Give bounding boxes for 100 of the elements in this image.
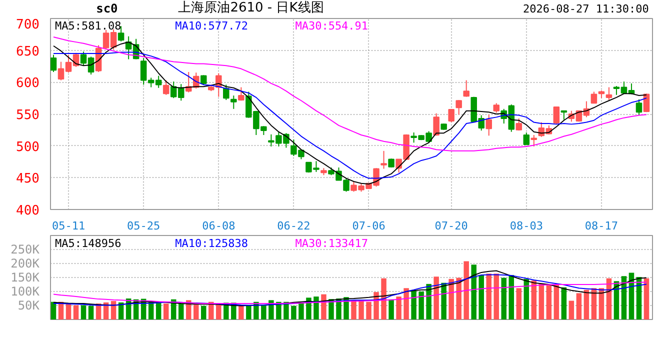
- bar: [216, 304, 222, 320]
- bar: [524, 278, 530, 320]
- y-tick-label: 100K: [10, 284, 40, 298]
- text: 2026-08-27 11:30:00: [523, 2, 649, 16]
- bar: [516, 288, 522, 320]
- candlestick: [530, 134, 538, 147]
- y-tick-label: 50K: [18, 298, 40, 312]
- bar: [418, 292, 424, 320]
- bar: [621, 276, 627, 320]
- bar: [291, 306, 296, 320]
- text: MA10:125838: [175, 237, 248, 250]
- bar: [486, 274, 492, 320]
- line-series: [53, 282, 647, 304]
- x-tick-label: 05-11: [52, 220, 86, 232]
- x-tick-label: 06-22: [277, 220, 310, 232]
- x-tick-label: 08-17: [584, 220, 618, 232]
- bar: [568, 300, 574, 320]
- bar: [494, 274, 499, 320]
- bar: [298, 302, 304, 320]
- bar: [434, 276, 439, 320]
- candlestick: [523, 132, 530, 146]
- bar: [554, 284, 560, 320]
- bar: [644, 278, 650, 320]
- bar: [73, 305, 79, 320]
- y-tick-label: 450: [16, 172, 40, 187]
- bar: [501, 278, 507, 320]
- bar: [201, 306, 206, 320]
- bar: [471, 264, 476, 320]
- y-tick-label: 200K: [10, 256, 40, 270]
- candlestick: [223, 84, 230, 100]
- bar: [163, 304, 169, 320]
- candlestick: [380, 150, 387, 170]
- candlestick: [238, 86, 244, 102]
- bar: [426, 284, 432, 320]
- bar: [561, 287, 567, 320]
- bar: [66, 304, 72, 320]
- y-tick-label: 250K: [10, 242, 40, 256]
- bar: [456, 278, 462, 320]
- bar: [448, 278, 454, 320]
- bar: [88, 306, 94, 320]
- x-tick-label: 06-08: [202, 220, 236, 232]
- candlestick: [590, 91, 598, 104]
- bar: [321, 294, 326, 320]
- bar: [381, 278, 386, 320]
- x-tick-label: 08-03: [510, 220, 543, 232]
- y-tick-label: 500: [16, 140, 40, 155]
- bar: [238, 305, 244, 320]
- bar: [110, 301, 116, 320]
- bar: [538, 284, 544, 320]
- bar: [396, 296, 402, 320]
- y-tick-label: 600: [16, 76, 40, 92]
- candlestick: [456, 99, 462, 116]
- candlestick: [493, 102, 500, 114]
- bar: [284, 302, 289, 320]
- bar: [178, 304, 184, 320]
- chart-title: 上海原油2610 - 日K线图: [178, 0, 324, 16]
- text: MA30:133417: [295, 237, 368, 250]
- bar: [276, 302, 282, 320]
- candlestick: [553, 106, 560, 125]
- bar: [246, 305, 252, 320]
- bar: [508, 274, 514, 320]
- candlestick: [448, 108, 454, 123]
- candlestick: [516, 118, 522, 132]
- bar: [404, 288, 409, 320]
- candlestick: [230, 95, 237, 110]
- x-tick-label: 07-20: [434, 220, 468, 232]
- bar: [441, 282, 446, 320]
- y-tick-label: 700: [16, 18, 40, 32]
- candlestick: [50, 54, 57, 72]
- bar: [374, 292, 379, 320]
- y-tick-label: 150K: [10, 270, 40, 284]
- bar: [478, 274, 484, 320]
- bar: [531, 280, 537, 320]
- text: MA5:148956: [55, 237, 122, 250]
- bar: [464, 261, 469, 320]
- bar: [584, 290, 590, 320]
- bar: [366, 302, 372, 320]
- candlestick: [636, 98, 642, 116]
- candlestick: [606, 86, 612, 100]
- y-tick-label: 650: [16, 44, 40, 60]
- candlestick: [162, 80, 170, 96]
- candlestick: [486, 114, 492, 136]
- x-tick-label: 05-25: [127, 220, 160, 232]
- series-label: MA5:581.08: [55, 19, 122, 32]
- text: MA10:577.72: [175, 19, 248, 32]
- bar: [576, 293, 582, 320]
- bar: [351, 300, 356, 320]
- bar: [388, 299, 394, 320]
- y-tick-label: 550: [16, 108, 40, 123]
- y-tick-label: 400: [16, 204, 40, 218]
- bar: [598, 288, 604, 320]
- bar: [261, 305, 266, 320]
- text: MA30:554.91: [295, 19, 368, 32]
- bar: [358, 300, 364, 320]
- bar: [193, 304, 199, 320]
- x-tick-label: 07-06: [352, 220, 386, 232]
- bar: [314, 296, 319, 320]
- bar: [546, 284, 552, 320]
- candlestick: [463, 80, 470, 98]
- bar: [80, 305, 86, 320]
